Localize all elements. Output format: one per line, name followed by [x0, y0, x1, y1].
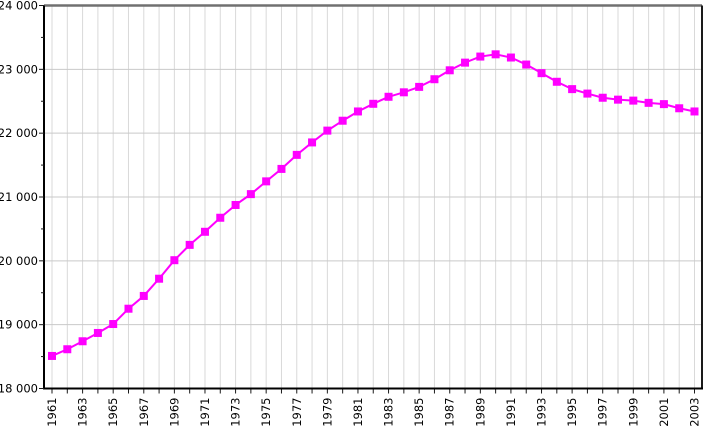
data-point-marker: [675, 104, 684, 113]
y-tick-label: 20 000: [0, 254, 38, 268]
data-point-marker: [231, 200, 240, 209]
data-point-marker: [384, 92, 393, 101]
data-point-marker: [139, 291, 148, 300]
data-point-marker: [690, 107, 699, 116]
data-point-marker: [659, 100, 668, 109]
data-point-marker: [155, 274, 164, 283]
data-point-marker: [506, 53, 515, 62]
data-point-marker: [170, 256, 179, 265]
data-point-marker: [537, 69, 546, 78]
y-tick-label: 18 000: [0, 382, 38, 396]
data-point-marker: [445, 66, 454, 75]
x-tick-label: 1985: [412, 398, 426, 426]
x-tick-label: 1981: [351, 398, 365, 426]
data-point-marker: [200, 227, 209, 236]
x-tick-label: 2001: [657, 398, 671, 426]
x-tick-label: 1963: [76, 398, 90, 426]
data-point-marker: [552, 77, 561, 86]
data-point-marker: [277, 164, 286, 173]
x-tick-label: 1973: [229, 398, 243, 426]
data-point-marker: [308, 138, 317, 147]
y-tick-label: 23 000: [0, 62, 38, 76]
x-tick-label: 1977: [290, 398, 304, 426]
data-point-marker: [353, 107, 362, 116]
x-tick-label: 1961: [45, 398, 59, 426]
x-tick-label: 1965: [106, 398, 120, 426]
data-point-marker: [338, 116, 347, 125]
x-axis-ticks-labels: 1961 1963 1965 1967 1969 1971 1973 1975 1977 1979…: [45, 389, 702, 426]
x-tick-label: 1983: [382, 398, 396, 426]
data-point-marker: [614, 95, 623, 104]
data-point-marker: [369, 99, 378, 108]
population-series-markers: [48, 50, 699, 360]
x-tick-label: 1975: [259, 398, 273, 426]
data-point-marker: [430, 75, 439, 84]
data-point-marker: [476, 52, 485, 61]
y-axis-ticks-labels: 18 000 19 000 20 000 21 000 22 000 23 000 24 0…: [0, 0, 44, 396]
x-tick-label: 1999: [626, 398, 640, 426]
y-tick-label: 21 000: [0, 190, 38, 204]
data-point-marker: [262, 177, 271, 186]
x-tick-label: 1991: [504, 398, 518, 426]
x-tick-label: 1995: [565, 398, 579, 426]
x-tick-label: 1971: [198, 398, 212, 426]
data-point-marker: [323, 126, 332, 135]
x-tick-label: 1967: [137, 398, 151, 426]
data-point-marker: [185, 240, 194, 249]
data-point-marker: [292, 150, 301, 159]
x-tick-label: 1993: [535, 398, 549, 426]
data-point-marker: [48, 351, 56, 360]
data-point-marker: [461, 58, 470, 67]
x-tick-label: 1987: [443, 398, 457, 426]
x-tick-label: 1997: [596, 398, 610, 426]
y-tick-label: 19 000: [0, 318, 38, 332]
data-point-marker: [568, 85, 577, 94]
horizontal-gridlines: [44, 68, 702, 326]
data-point-marker: [93, 328, 102, 337]
data-point-marker: [78, 337, 87, 346]
data-point-marker: [644, 98, 653, 107]
data-point-marker: [63, 345, 72, 354]
data-point-marker: [415, 82, 424, 91]
x-tick-label: 1989: [473, 398, 487, 426]
data-point-marker: [399, 88, 408, 97]
y-tick-label: 24 000: [0, 0, 38, 13]
data-point-marker: [491, 50, 500, 59]
y-tick-label: 22 000: [0, 126, 38, 140]
data-point-marker: [216, 213, 225, 222]
data-point-marker: [124, 304, 133, 313]
x-tick-label: 1969: [167, 398, 181, 426]
x-tick-label: 2003: [688, 398, 702, 426]
data-point-marker: [109, 320, 118, 329]
data-point-marker: [246, 190, 255, 199]
data-point-marker: [583, 89, 592, 98]
data-point-marker: [598, 93, 607, 102]
x-tick-label: 1979: [320, 398, 334, 426]
data-point-marker: [629, 96, 638, 105]
data-point-marker: [522, 60, 531, 69]
